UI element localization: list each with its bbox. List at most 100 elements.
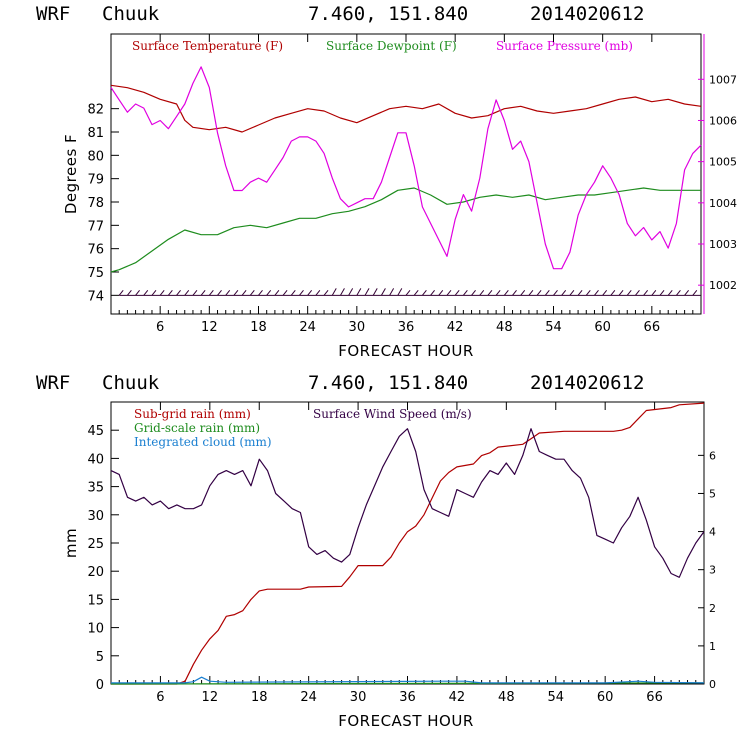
- wind-barb: [528, 290, 534, 296]
- panel2-model-label: WRF: [36, 372, 70, 394]
- wind-barb-row: [118, 288, 701, 296]
- wind-barb: [249, 290, 255, 296]
- wind-barb: [503, 290, 509, 296]
- wind-barb: [536, 290, 542, 296]
- panel1-y-axis-title: Degrees F: [62, 134, 80, 214]
- panel1-station-label: Chuuk: [102, 3, 160, 25]
- right-axis-tick-label: 4: [709, 526, 716, 539]
- wind-barb: [356, 288, 362, 296]
- y-tick-label: 30: [87, 509, 104, 524]
- wind-barb: [135, 290, 140, 296]
- panel1-x-axis-ticks: 6 12 18 24 30 36 42 48 54 60 66: [118, 34, 694, 335]
- y-tick-label: 35: [87, 481, 104, 496]
- x-tick-label: 6: [156, 320, 164, 335]
- wind-barb: [462, 290, 468, 296]
- legend-surface-pressure: Surface Pressure (mb): [496, 39, 633, 53]
- legend-subgrid-rain: Sub-grid rain (mm): [134, 407, 251, 421]
- y-tick-label: 74: [87, 289, 104, 304]
- wind-barb: [569, 290, 575, 296]
- panel2-y-axis-title: mm: [62, 528, 80, 558]
- wind-barb: [208, 290, 214, 296]
- right-axis-tick-label: 1005: [709, 156, 737, 169]
- wind-barb: [676, 290, 681, 296]
- y-tick-label: 5: [96, 650, 104, 665]
- right-axis-tick-label: 2: [709, 602, 716, 615]
- right-axis-tick-label: 0: [709, 678, 716, 691]
- wind-barb: [167, 290, 173, 296]
- y-tick-label: 81: [87, 126, 104, 141]
- wind-barb: [471, 290, 476, 296]
- y-tick-label: 80: [87, 149, 104, 164]
- x-tick-label: 12: [201, 320, 218, 335]
- wind-barb: [692, 290, 698, 296]
- wind-barb: [126, 290, 132, 296]
- wind-barb: [684, 290, 690, 296]
- legend-surface-wind-speed: Surface Wind Speed (m/s): [313, 407, 472, 421]
- integrated-cloud-line: [111, 676, 705, 684]
- wind-barb: [618, 290, 624, 296]
- panel1-right-axis-ticks: 1002 1003 1004 1005 1006 1007: [698, 73, 737, 292]
- y-tick-label: 20: [87, 565, 104, 580]
- right-axis-tick-label: 5: [709, 487, 716, 500]
- wind-barb: [315, 290, 321, 296]
- wind-barb: [602, 290, 608, 296]
- wind-barb: [544, 290, 550, 296]
- x-tick-label: 42: [447, 320, 464, 335]
- wind-barb: [258, 290, 263, 296]
- wind-barb: [446, 290, 452, 296]
- wind-barb: [626, 290, 632, 296]
- y-tick-label: 15: [87, 593, 104, 608]
- x-tick-label: 36: [398, 320, 415, 335]
- right-axis-tick-label: 1003: [709, 238, 737, 251]
- wind-barb: [389, 288, 395, 296]
- x-tick-label: 42: [449, 690, 466, 705]
- x-tick-label: 18: [251, 690, 268, 705]
- wind-barb: [266, 290, 272, 296]
- wind-barb: [151, 290, 157, 296]
- panel2-init-label: 2014020612: [530, 372, 644, 394]
- panel2-coords-label: 7.460, 151.840: [308, 372, 468, 394]
- x-tick-label: 60: [594, 320, 611, 335]
- y-tick-label: 25: [87, 537, 104, 552]
- wind-barb: [192, 290, 198, 296]
- x-tick-label: 30: [349, 320, 366, 335]
- wind-barb: [651, 290, 657, 296]
- right-axis-tick-label: 1002: [709, 279, 737, 292]
- wind-barb: [200, 290, 206, 296]
- x-tick-label: 60: [597, 690, 614, 705]
- wind-barb: [421, 290, 427, 296]
- wind-barb: [364, 288, 370, 296]
- y-tick-label: 75: [87, 266, 104, 281]
- wind-barb: [323, 290, 329, 296]
- wind-barb: [176, 290, 181, 296]
- panel1-coords-label: 7.460, 151.840: [308, 3, 468, 25]
- panel1-series: [110, 66, 702, 273]
- legend-surface-temperature: Surface Temperature (F): [132, 39, 283, 53]
- wind-barb: [430, 290, 435, 296]
- wind-barb: [372, 288, 378, 296]
- wind-barb: [380, 288, 386, 296]
- surface-temperature-line: [110, 84, 702, 133]
- right-axis-tick-label: 1007: [709, 73, 737, 86]
- wind-barb: [405, 290, 411, 296]
- panel1-x-axis-title: FORECAST HOUR: [338, 342, 474, 360]
- x-tick-label: 48: [496, 320, 513, 335]
- wind-barb: [577, 290, 583, 296]
- y-tick-label: 82: [87, 103, 104, 118]
- right-axis-tick-label: 6: [709, 449, 716, 462]
- wind-barb: [495, 290, 501, 296]
- wind-barb: [479, 290, 485, 296]
- wind-barb: [184, 290, 190, 296]
- subgrid-rain-line: [111, 402, 705, 685]
- x-tick-label: 54: [547, 690, 564, 705]
- wind-barb: [225, 290, 231, 296]
- wind-barb: [594, 290, 599, 296]
- y-tick-label: 76: [87, 243, 104, 258]
- wind-barb: [610, 290, 616, 296]
- wind-barb: [290, 290, 296, 296]
- legend-surface-dewpoint: Surface Dewpoint (F): [326, 39, 457, 53]
- y-tick-label: 40: [87, 452, 104, 467]
- wind-barb: [118, 290, 124, 296]
- panel1-model-label: WRF: [36, 3, 70, 25]
